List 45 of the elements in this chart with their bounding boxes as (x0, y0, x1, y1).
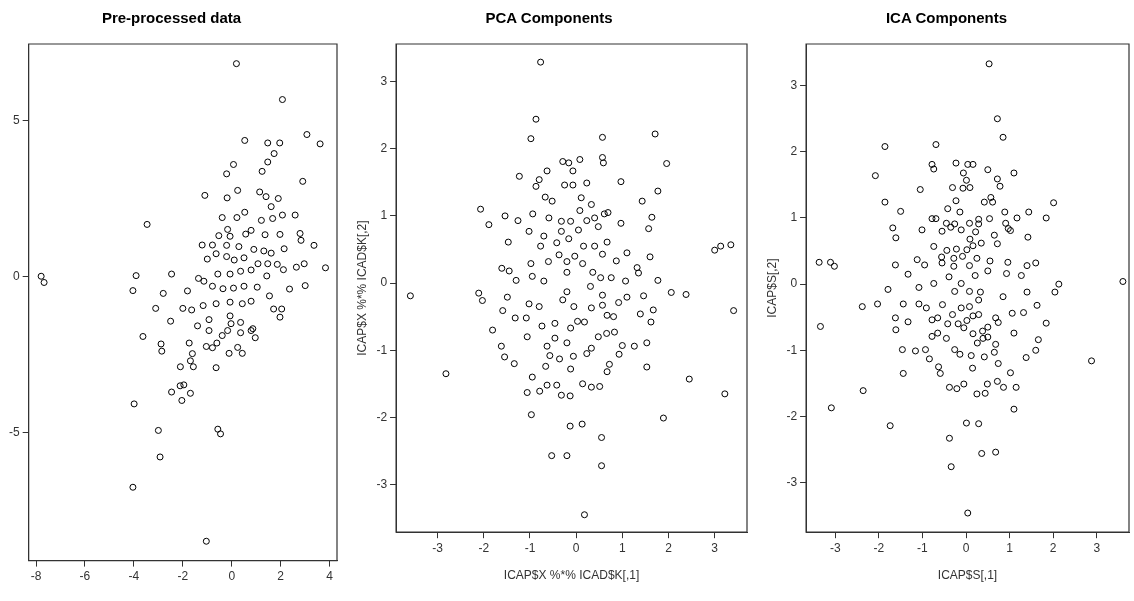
y-tick-label: 1 (380, 208, 388, 223)
x-tick-label: 4 (326, 569, 334, 584)
x-axis-title: ICAP$X %*% ICAD$K[,1] (503, 568, 640, 583)
y-tick-label: 3 (380, 73, 388, 88)
y-tick-label: 2 (790, 144, 798, 159)
x-axis-title: ICAP$S[,1] (937, 568, 998, 583)
chart-title: ICA Components (885, 9, 1008, 27)
y-tick-label: 5 (12, 112, 20, 127)
x-tick-label: 0 (572, 540, 580, 555)
y-tick-label: 2 (380, 141, 388, 156)
x-tick-label: -2 (478, 540, 490, 555)
x-tick-label: 1 (618, 540, 626, 555)
x-tick-label: -2 (177, 569, 189, 584)
x-tick-label: 3 (711, 540, 719, 555)
x-tick-label: -1 (917, 540, 929, 555)
y-tick-label: 1 (790, 210, 798, 225)
y-tick-label: -5 (9, 424, 20, 439)
x-tick-label: 1 (1006, 540, 1014, 555)
y-axis-title: ICAP$S[,2] (764, 258, 779, 318)
x-tick-label: -6 (79, 569, 91, 584)
y-tick-label: 3 (790, 77, 798, 92)
x-tick-label: -8 (30, 569, 42, 584)
y-tick-label: -3 (376, 476, 388, 491)
y-tick-label: -3 (786, 474, 798, 489)
y-tick-label: -1 (376, 342, 388, 357)
x-tick-label: 2 (665, 540, 673, 555)
x-tick-label: 0 (962, 540, 970, 555)
y-tick-label: -2 (376, 409, 388, 424)
x-tick-label: -3 (432, 540, 444, 555)
y-tick-label: 0 (380, 275, 388, 290)
x-tick-label: 2 (1049, 540, 1057, 555)
chart-title: Pre-processed data (101, 9, 242, 27)
x-tick-label: -1 (524, 540, 536, 555)
y-tick-label: -1 (786, 342, 798, 357)
y-tick-label: 0 (790, 276, 798, 291)
y-tick-label: 0 (12, 268, 20, 283)
x-tick-label: -2 (873, 540, 885, 555)
chart-title: PCA Components (485, 9, 613, 27)
x-tick-label: 3 (1093, 540, 1101, 555)
y-tick-label: -2 (786, 408, 798, 423)
x-tick-label: 0 (228, 569, 236, 584)
x-tick-label: -3 (829, 540, 841, 555)
x-tick-label: -4 (128, 569, 140, 584)
x-tick-label: 2 (277, 569, 285, 584)
y-axis-title: ICAP$X %*% ICAD$K[,2] (354, 220, 369, 356)
